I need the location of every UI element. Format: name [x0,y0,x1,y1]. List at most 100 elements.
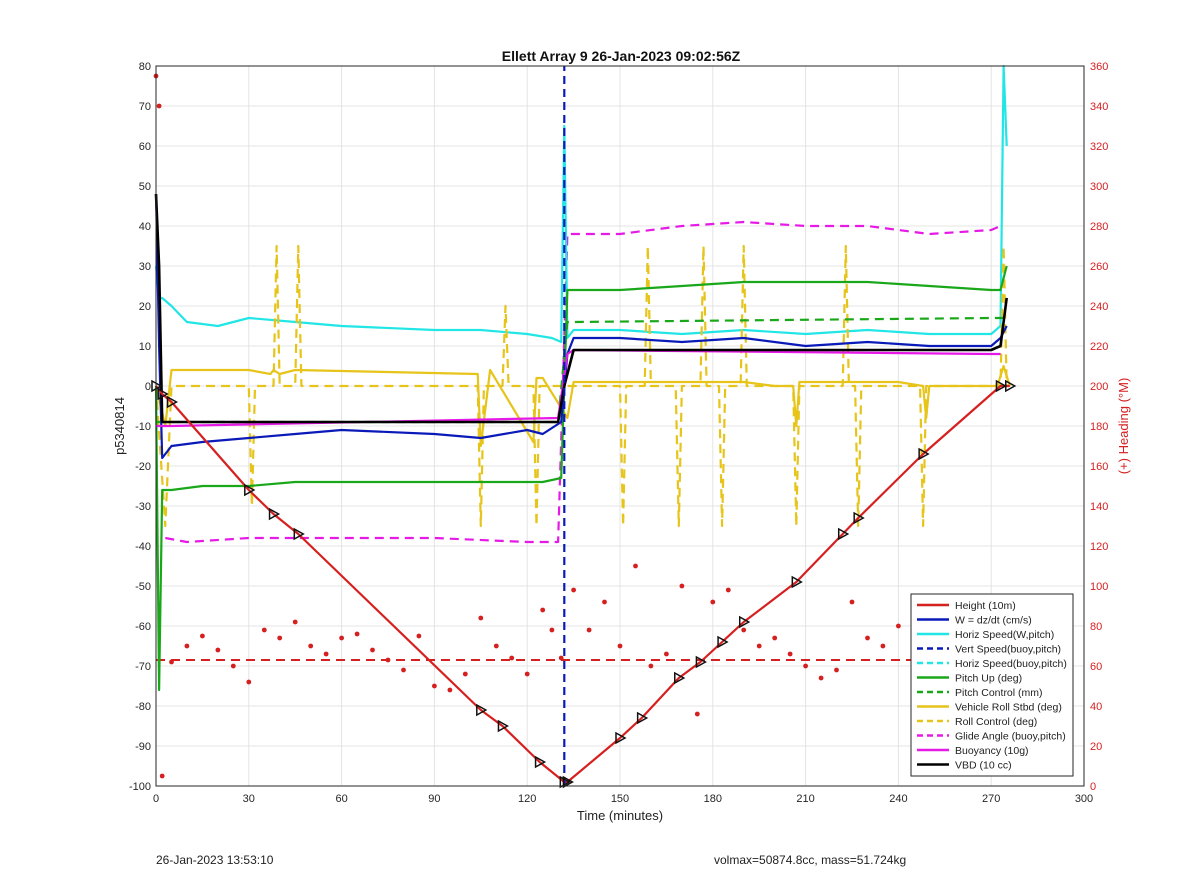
heading-point [756,643,762,649]
y2-tick-label: 40 [1090,701,1102,713]
y-tick-label: -30 [135,501,151,513]
heading-point [524,671,530,677]
y-tick-label: -60 [135,621,151,633]
heading-point [354,631,360,637]
y-tick-label: -40 [135,541,151,553]
x-tick-label: 210 [796,793,814,805]
heading-point [261,627,267,633]
height-marker [166,395,179,409]
heading-point [169,659,174,665]
y2-tick-label: 140 [1090,501,1108,513]
heading-point [865,635,870,641]
y-axis-label: p5340814 [112,397,127,455]
heading-point [277,635,283,641]
x-tick-label: 30 [243,793,255,805]
y2-tick-label: 100 [1090,581,1108,593]
legend-label: Horiz Speed(buoy,pitch) [955,658,1067,670]
legend-label: Height (10m) [955,600,1016,612]
y2-tick-label: 80 [1090,621,1102,633]
legend-label: Buoyancy (10g) [955,745,1029,757]
heading-point [230,663,236,669]
series-buoyancy [156,348,1001,428]
heading-point [849,599,855,605]
y2-tick-label: 160 [1090,461,1108,473]
y2-tick-label: 60 [1090,661,1102,673]
right-axis: 0 20 40 60 80 100 120 140 160 180 200 220 240 260 280 3… [1090,61,1108,793]
legend-label: Horiz Speed(W,pitch) [955,629,1054,641]
y2-tick-label: 200 [1090,381,1108,393]
legend-box [910,593,1074,777]
series-pitch [154,265,1008,692]
chart-title: Ellett Array 9 26-Jan-2023 09:02:56Z [502,48,741,64]
heading-point [787,651,793,657]
heading-point [725,587,731,593]
y-tick-label: -80 [135,701,151,713]
heading-point [370,647,375,653]
x-tick-label: 60 [335,793,347,805]
y-tick-label: -20 [135,461,151,473]
heading-point [803,663,808,669]
series-glide [165,220,1001,544]
heading-point [323,651,329,657]
x-tick-label: 150 [611,793,629,805]
x-tick-label: 270 [982,793,1000,805]
heading-point [602,599,607,605]
heading-point [447,687,453,693]
x-tick-label: 300 [1075,793,1093,805]
height-marker [695,655,707,669]
heading-point [772,635,778,641]
height-marker [497,719,509,733]
heading-point [308,643,314,649]
heading-point [159,773,165,779]
y2-tick-label: 300 [1090,181,1108,193]
y2-tick-label: 0 [1090,781,1096,793]
heading-point [432,683,437,689]
height-marker [837,527,850,541]
plot-area-border [155,65,1085,787]
legend-label: Pitch Up (deg) [955,673,1022,685]
height-marker [791,575,803,589]
heading-point [416,633,422,639]
y2-tick-label: 240 [1090,301,1108,313]
legend: Height (10m) W = dz/dt (cm/s) Horiz Speed(… [910,593,1074,777]
legend-label: Glide Angle (buoy,pitch) [955,731,1066,743]
height-marker [636,711,649,725]
height-marker [244,483,256,497]
height-marker [738,615,751,629]
height-marker [853,511,865,525]
heading-point [834,667,839,673]
y2-tick-label: 340 [1090,101,1108,113]
legend-label: Pitch Control (mm) [955,687,1043,699]
legend-label: Vehicle Roll Stbd (deg) [955,702,1062,714]
height-marker [534,755,547,769]
height-marker [615,731,627,745]
heading-point [586,627,592,633]
left-axis: -100-90-80-70-60-50-40-30-20-10010203040… [129,61,151,793]
heading-point [896,623,901,629]
legend-label: Vert Speed(buoy,pitch) [955,644,1061,656]
height-marker [995,379,1008,393]
y2-tick-label: 360 [1090,61,1108,73]
y-tick-label: -10 [135,421,151,433]
y-tick-label: 80 [139,61,151,73]
heading-point [694,711,700,717]
x-tick-label: 90 [428,793,440,805]
height-marker [674,671,686,685]
y2-axis-label: (+) Heading (°M) [1116,378,1131,475]
heading-point [478,615,484,621]
height-marker [918,447,930,461]
heading-point [200,633,205,639]
y-tick-label: 60 [139,141,151,153]
heading-point [558,655,564,661]
heading-point [664,651,669,657]
footer-timestamp: 26-Jan-2023 13:53:10 [156,853,274,867]
y2-tick-label: 120 [1090,541,1108,553]
y2-tick-label: 20 [1090,741,1102,753]
y-tick-label: -70 [135,661,151,673]
heading-point [246,679,252,685]
legend-label: W = dz/dt (cm/s) [955,615,1032,627]
heading-point [339,635,344,641]
x-tick-label: 0 [153,793,159,805]
y-tick-label: 0 [145,381,151,393]
